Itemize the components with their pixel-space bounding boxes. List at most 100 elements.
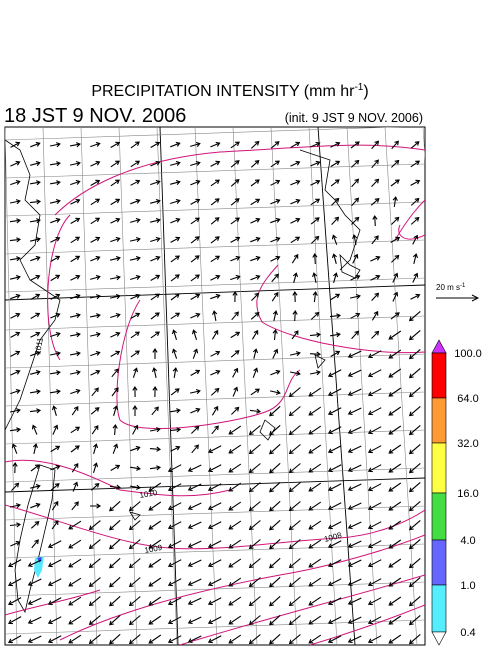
wind-arrow <box>150 198 161 205</box>
wind-arrow <box>410 160 421 168</box>
wind-arrow <box>269 405 281 417</box>
wind-arrow <box>288 406 301 417</box>
reference-superscript: -1 <box>460 283 466 289</box>
wind-arrow <box>250 236 261 243</box>
wind-arrow <box>372 214 378 227</box>
wind-arrow <box>248 539 261 550</box>
wind-arrow <box>130 445 141 452</box>
wind-arrow <box>190 312 201 319</box>
wind-arrow <box>150 236 161 243</box>
grid-line <box>156 127 178 645</box>
contour-label: 1010 <box>139 488 159 500</box>
wind-arrow <box>190 274 200 282</box>
wind-arrow <box>288 634 301 645</box>
wind-arrow <box>170 179 181 185</box>
wind-arrow <box>210 198 220 206</box>
isobar <box>309 604 425 645</box>
wind-arrow <box>310 179 321 186</box>
wind-arrow <box>10 369 21 376</box>
wind-arrow <box>148 634 162 644</box>
wind-arrow <box>130 293 141 300</box>
wind-arrow <box>232 290 238 303</box>
wind-arrow <box>167 597 182 606</box>
wind-arrow <box>132 424 139 435</box>
wind-arrow <box>388 330 402 340</box>
wind-arrow <box>271 291 279 302</box>
wind-arrow <box>248 558 261 569</box>
contour-label: 1009 <box>144 543 164 555</box>
wind-arrow <box>330 332 341 338</box>
wind-arrow <box>308 577 322 587</box>
wind-arrow <box>10 179 21 186</box>
wind-arrow <box>170 388 180 396</box>
wind-arrow <box>30 293 41 300</box>
wind-arrow <box>90 160 101 167</box>
wind-arrow <box>9 503 21 509</box>
isobar <box>59 534 425 641</box>
wind-arrow <box>288 501 301 512</box>
wind-arrow <box>68 634 82 644</box>
wind-arrow <box>88 634 101 645</box>
wind-arrow <box>50 389 61 395</box>
wind-arrow <box>207 616 222 625</box>
wind-arrow <box>49 198 61 205</box>
wind-arrow <box>290 160 301 167</box>
wind-arrow <box>70 388 81 395</box>
wind-arrow <box>392 291 399 302</box>
wind-arrow <box>408 614 421 626</box>
wind-arrow <box>110 350 121 357</box>
wind-arrow <box>249 408 262 414</box>
wind-arrow <box>132 385 138 398</box>
wind-arrow <box>408 462 421 474</box>
wind-arrow <box>167 616 182 625</box>
wind-arrow <box>371 140 380 150</box>
title-suffix: ) <box>363 83 368 100</box>
isobar <box>5 459 231 497</box>
meridian <box>317 127 356 645</box>
wind-arrow <box>109 576 121 588</box>
wind-arrow <box>230 141 240 149</box>
wind-arrow <box>70 426 81 434</box>
wind-arrow <box>150 312 160 320</box>
wind-arrow <box>150 160 161 167</box>
wind-arrow <box>90 179 101 186</box>
wind-arrow <box>367 388 382 397</box>
map-frame <box>4 126 426 646</box>
wind-arrow <box>109 519 121 531</box>
wind-arrow <box>110 217 121 224</box>
wind-arrow <box>250 255 261 262</box>
wind-arrow <box>347 426 362 435</box>
grid-line <box>42 127 58 645</box>
wind-arrow <box>269 424 281 436</box>
wind-arrow <box>228 539 242 549</box>
wind-arrow <box>230 274 241 281</box>
wind-arrow <box>170 312 181 320</box>
wind-arrow <box>32 443 38 455</box>
wind-arrow <box>207 521 222 530</box>
wind-arrow <box>167 540 182 549</box>
wind-arrow <box>130 484 141 490</box>
wind-arrow <box>167 521 182 530</box>
wind-arrow <box>110 198 121 206</box>
wind-arrow <box>288 596 301 607</box>
wind-arrow <box>90 274 101 280</box>
wind-arrow <box>312 290 318 303</box>
wind-arrow <box>113 405 119 416</box>
wind-arrow <box>408 538 421 550</box>
grid-line <box>80 127 98 645</box>
wind-arrow <box>310 217 320 225</box>
wind-arrow <box>70 236 81 244</box>
wind-arrow <box>310 160 321 167</box>
wind-arrow <box>288 463 301 474</box>
wind-arrow <box>367 407 382 416</box>
wind-arrow <box>269 538 281 550</box>
wind-arrow <box>109 255 121 262</box>
wind-arrow <box>408 519 421 531</box>
wind-arrow <box>347 445 362 454</box>
wind-arrow <box>408 424 421 436</box>
wind-arrow <box>187 464 202 473</box>
wind-arrow <box>50 312 61 319</box>
wind-arrow <box>248 596 261 607</box>
wind-arrow <box>290 141 301 148</box>
wind-arrow <box>130 198 141 205</box>
